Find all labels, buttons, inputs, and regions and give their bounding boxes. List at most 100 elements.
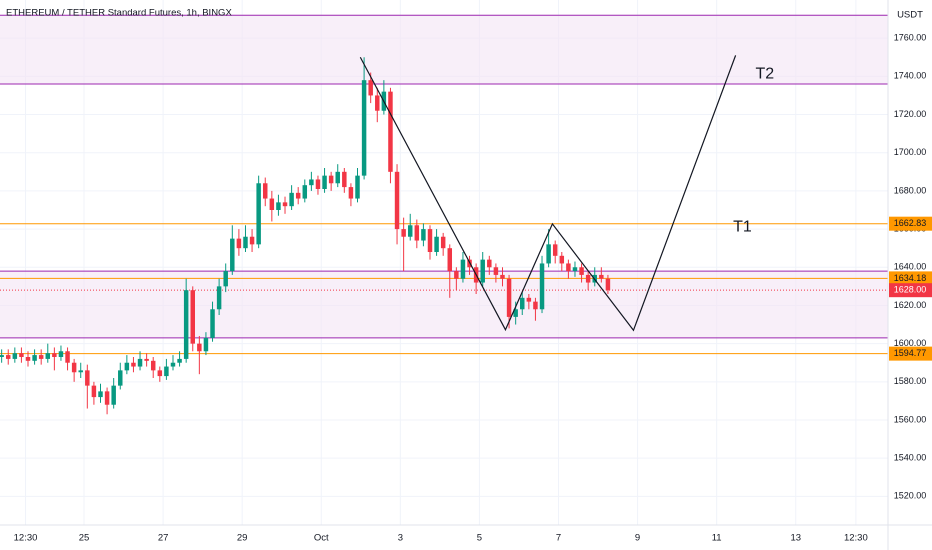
candle-body	[269, 198, 275, 210]
candle-body	[421, 229, 426, 241]
candle-body	[315, 179, 321, 189]
candle-body	[513, 309, 518, 317]
candle-body	[230, 238, 235, 272]
candle-body	[19, 353, 24, 357]
price-label-box	[889, 216, 932, 231]
y-tick-label: 1680.00	[894, 185, 927, 195]
x-tick-label: 12:30	[14, 533, 38, 544]
candle-body	[32, 355, 37, 361]
candle-body	[111, 385, 116, 405]
price-label-box	[889, 283, 932, 298]
y-tick-label: 1700.00	[894, 147, 927, 157]
price-unit: USDT	[897, 10, 923, 21]
y-tick-label: 1560.00	[894, 414, 927, 424]
candle-body	[150, 360, 156, 371]
y-tick-label: 1760.00	[894, 33, 927, 43]
candle-body	[216, 286, 222, 310]
candle-body	[256, 183, 261, 245]
candle-body	[407, 225, 413, 237]
candle-body	[177, 358, 182, 363]
y-tick-label: 1600.00	[894, 338, 927, 348]
candle-body	[328, 175, 334, 184]
candle-body	[460, 259, 466, 279]
candle-body	[164, 366, 169, 377]
candle-body	[335, 171, 340, 184]
pattern-line	[359, 55, 737, 332]
annotation: T2	[756, 66, 775, 83]
candle-body	[282, 202, 288, 207]
candle-body	[197, 343, 202, 352]
x-tick-label: 11	[712, 533, 722, 544]
price-label-box	[889, 346, 932, 361]
plot-area	[0, 0, 888, 525]
candle-body	[447, 248, 453, 272]
candle-body	[533, 301, 538, 310]
candle-body	[599, 274, 604, 279]
candle-body	[375, 95, 380, 111]
chart-title: ETHEREUM / TETHER Standard Futures, 1h, …	[6, 8, 232, 19]
candle-body	[401, 229, 406, 237]
candle-body	[295, 192, 301, 199]
candle-body	[493, 267, 499, 275]
y-tick-label: 1640.00	[894, 262, 927, 272]
x-tick-label: 5	[477, 533, 482, 544]
candle-body	[131, 362, 136, 367]
x-tick-label: Oct	[314, 533, 329, 544]
candle-body	[263, 183, 268, 199]
candle-body	[85, 370, 90, 386]
candle-body	[104, 391, 110, 405]
price-label: 1662.83	[894, 218, 927, 228]
candle-body	[566, 263, 571, 272]
price-label: 1628.00	[894, 285, 927, 295]
candle-body	[25, 357, 31, 361]
candle-body	[5, 355, 11, 359]
zone	[0, 271, 888, 338]
candle-body	[223, 271, 228, 287]
price-label: 1634.18	[894, 273, 927, 283]
candle-body	[183, 290, 189, 359]
x-tick-label: 13	[790, 533, 801, 544]
candle-body	[58, 351, 64, 357]
x-tick-label: 12:30	[844, 533, 868, 544]
candle-body	[276, 202, 281, 210]
candle-body	[368, 80, 373, 96]
candle-body	[137, 358, 143, 367]
candle-body	[585, 274, 591, 283]
candle-body	[170, 362, 176, 367]
y-tick-label: 1520.00	[894, 491, 927, 501]
candle-body	[78, 370, 83, 373]
x-tick-label: 9	[635, 533, 640, 544]
candle-body	[309, 179, 314, 186]
candle-body	[572, 267, 578, 272]
candle-body	[71, 362, 77, 373]
x-tick-label: 29	[237, 533, 248, 544]
candle-body	[144, 358, 149, 361]
candle-body	[546, 244, 551, 264]
candle-body	[249, 236, 255, 245]
candle-body	[302, 185, 308, 199]
candle-body	[203, 337, 209, 352]
candle-body	[52, 353, 57, 357]
candle-body	[91, 385, 97, 398]
y-tick-label: 1580.00	[894, 376, 927, 386]
candle-body	[434, 236, 439, 252]
price-label-box	[889, 271, 932, 286]
candle-body	[500, 274, 505, 279]
candle-body	[414, 225, 420, 241]
candle-body	[440, 236, 446, 249]
y-tick-label: 1720.00	[894, 109, 927, 119]
candle-body	[45, 353, 51, 359]
candle-body	[526, 297, 532, 302]
candle-body	[480, 259, 485, 283]
candle-body	[65, 351, 70, 363]
candle-body	[559, 255, 565, 264]
candle-body	[243, 236, 248, 249]
candle-body	[0, 355, 4, 357]
candle-body	[124, 362, 130, 371]
annotation: T1	[733, 218, 752, 235]
candle-body	[236, 238, 242, 249]
candle-body	[342, 171, 347, 188]
candle-body	[12, 353, 18, 359]
candle-body	[427, 229, 433, 252]
